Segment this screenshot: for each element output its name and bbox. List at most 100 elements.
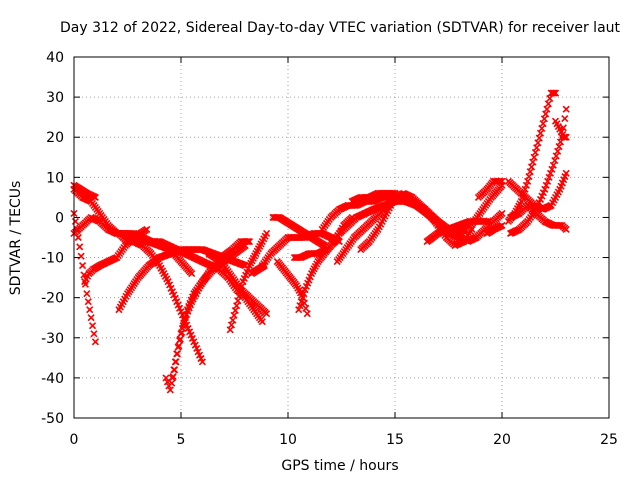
data-point [545, 173, 553, 181]
x-tick-label: 20 [493, 432, 511, 448]
data-point [76, 243, 84, 251]
data-point [177, 330, 185, 338]
data-point [233, 302, 241, 310]
data-point [348, 213, 356, 222]
data-point [263, 310, 271, 318]
data-point [168, 374, 177, 382]
data-point [231, 306, 239, 315]
grid-lines [74, 57, 609, 418]
data-point [484, 217, 492, 226]
data-point [534, 139, 542, 147]
y-tick-label: -10 [41, 251, 64, 267]
series-arc-24 [474, 177, 506, 201]
data-point [544, 177, 552, 185]
series-arc-22 [423, 217, 493, 246]
data-point [543, 105, 551, 113]
data-point [244, 237, 252, 246]
data-point [562, 105, 570, 113]
data-point [78, 262, 87, 270]
x-tick-label: 0 [70, 432, 79, 448]
data-point [555, 143, 563, 151]
x-tick-label: 10 [279, 432, 297, 448]
data-point [482, 217, 490, 226]
data-point [258, 318, 266, 326]
y-tick-label: 30 [46, 90, 64, 106]
data-point [546, 169, 555, 177]
data-point [90, 330, 98, 338]
series-arc-11 [226, 229, 271, 334]
series-arc-7 [115, 229, 196, 278]
x-tick-label: 15 [386, 432, 404, 448]
data-point [552, 152, 560, 160]
data-point [542, 181, 550, 189]
data-point [485, 217, 493, 226]
data-point [536, 129, 545, 137]
y-tick-label: 40 [46, 50, 64, 66]
series-arc-28 [506, 201, 570, 234]
data-point [162, 374, 170, 382]
axis-ticks: 0 5 10 15 20 25 -50 -40 -30 -20 -10 0 10 20 30 40 [41, 50, 618, 448]
data-point [86, 306, 94, 314]
data-point [171, 358, 179, 366]
data-point [243, 237, 251, 246]
data-point [542, 110, 550, 118]
data-point [495, 177, 503, 185]
data-point [302, 304, 310, 312]
data-point [226, 326, 234, 334]
x-axis-label: GPS time / hours [281, 458, 398, 474]
data-point [298, 294, 307, 302]
data-point [188, 270, 196, 278]
data-point [551, 157, 559, 165]
series-arc-21 [348, 189, 399, 205]
y-tick-label: -40 [41, 371, 64, 387]
data-point [548, 165, 556, 173]
data-point [525, 172, 533, 181]
data-point [538, 124, 546, 132]
data-point [561, 114, 569, 123]
data-point [562, 225, 570, 234]
series-arc-29 [551, 117, 570, 141]
y-tick-label: -30 [41, 331, 64, 347]
data-point [388, 189, 396, 197]
y-axis-label: SDTVAR / TECUs [8, 181, 24, 296]
y-tick-label: -50 [41, 411, 64, 427]
chart-title: Day 312 of 2022, Sidereal Day-to-day VTE… [60, 20, 621, 36]
data-point [498, 177, 506, 185]
y-tick-label: 0 [55, 210, 64, 226]
data-point [533, 144, 541, 152]
data-point [554, 147, 562, 155]
data-point [227, 321, 236, 329]
data-point [235, 292, 243, 300]
data-point [77, 252, 85, 260]
data-point [178, 324, 186, 332]
data-point [529, 158, 537, 166]
series-arc-23 [483, 221, 506, 238]
series-arc-10 [205, 249, 271, 318]
data-point [539, 120, 547, 128]
data-point [549, 161, 557, 169]
data-point [238, 282, 246, 291]
data-point [550, 89, 558, 97]
data-point [91, 193, 99, 201]
data-point [180, 319, 188, 327]
x-tick-label: 5 [177, 432, 186, 448]
series-arc-20 [357, 189, 476, 254]
data-point [540, 115, 548, 123]
data-point [549, 89, 557, 97]
data-point [88, 322, 97, 330]
series-arc-1 [70, 209, 99, 346]
data-point [297, 298, 305, 306]
data-point [522, 181, 530, 189]
data-point [168, 379, 176, 387]
data-point [176, 336, 184, 345]
data-point [230, 311, 238, 319]
series-arc-27 [504, 169, 570, 213]
data-point [530, 153, 538, 161]
data-point [83, 290, 91, 298]
data-point [71, 217, 79, 226]
data-point [391, 189, 399, 197]
data-point [296, 302, 304, 310]
data-point [300, 290, 308, 298]
